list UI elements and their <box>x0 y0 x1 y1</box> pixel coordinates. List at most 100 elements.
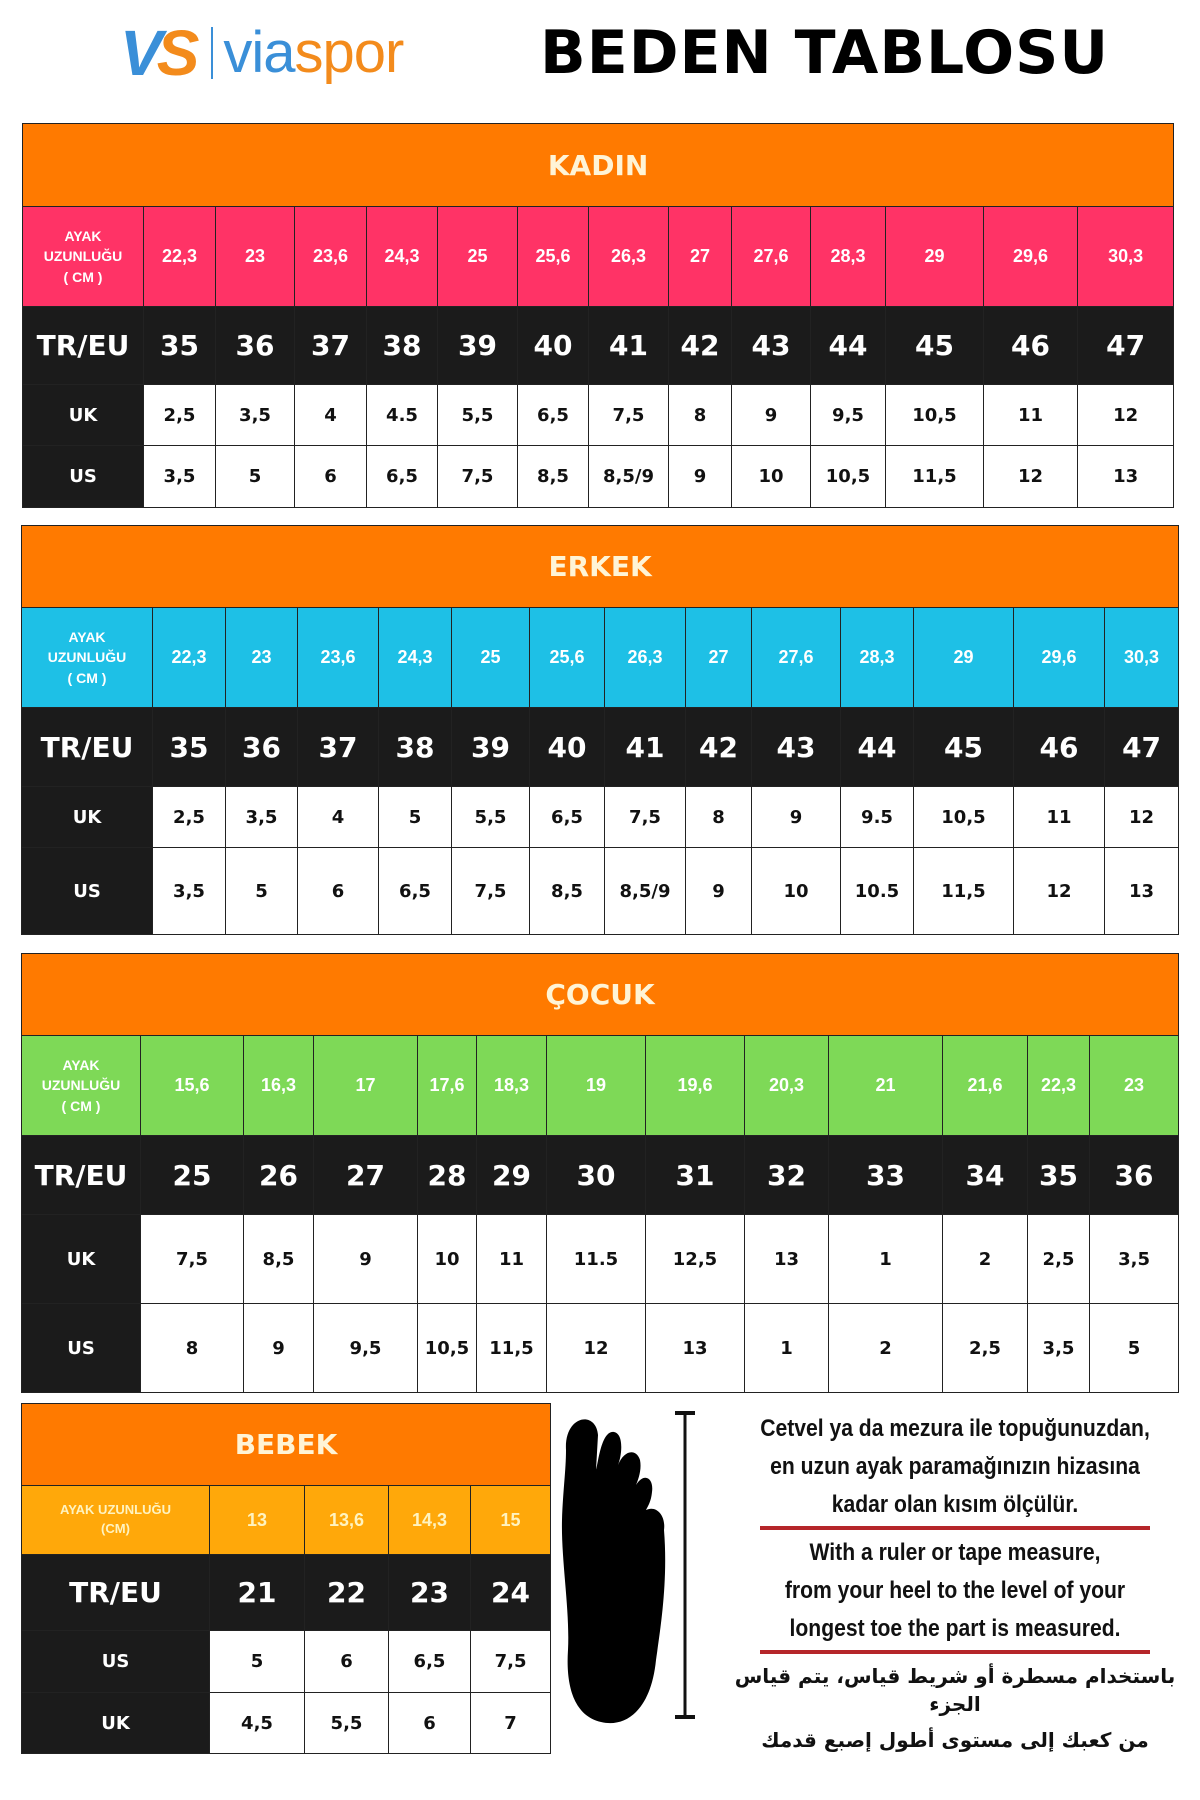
size-cell: 11,5 <box>885 445 984 508</box>
size-cell: 37 <box>297 707 379 787</box>
cocuk-title: ÇOCUK <box>20 953 1180 1036</box>
size-cell: 4 <box>297 786 379 848</box>
size-cell: 10,5 <box>417 1303 477 1393</box>
foot-length-label-line: ( CM ) <box>67 669 107 686</box>
size-system-label: TR/EU <box>21 1135 141 1215</box>
size-row-us: US 3,5 5 6 6,5 7,5 8,5 8,5/9 9 10 10.5 11,5 12 13 <box>21 847 1180 935</box>
size-cell: 25 <box>140 1135 244 1215</box>
instruction-ar-line: من كعبك إلى مستوى أطول إصبع قدمك <box>761 1728 1149 1752</box>
erkek-title: ERKEK <box>20 525 1180 608</box>
size-cell: 12 <box>546 1303 646 1393</box>
size-cell: 11 <box>476 1214 547 1304</box>
size-cell: 3,5 <box>1027 1303 1090 1393</box>
size-system-label: US <box>21 847 153 935</box>
foot-length-cell: 19,6 <box>645 1035 745 1136</box>
brand-part-spor: spor <box>294 20 405 85</box>
size-cell: 10.5 <box>840 847 914 935</box>
foot-length-label: AYAK UZUNLUĞU ( CM ) <box>22 206 144 307</box>
brand-part-via: via <box>223 20 295 85</box>
size-cell: 42 <box>685 707 752 787</box>
size-row-uk: UK 4,5 5,5 6 7 <box>21 1692 552 1754</box>
ruler-icon <box>675 1411 695 1719</box>
foot-length-cell: 20,3 <box>744 1035 829 1136</box>
size-cell: 5,5 <box>437 384 518 446</box>
size-cell: 36 <box>1088 1135 1180 1215</box>
foot-length-row: AYAK UZUNLUĞU ( CM ) 22,3 23 23,6 24,3 25 25,6 26… <box>22 206 1175 307</box>
size-cell: 37 <box>294 306 367 385</box>
size-cell: 24 <box>469 1554 552 1631</box>
page-title: BEDEN TABLOSU <box>540 18 1110 88</box>
foot-length-cell: 25,6 <box>529 607 605 708</box>
size-cell: 9 <box>668 445 732 508</box>
size-cell: 5 <box>1088 1303 1180 1393</box>
size-cell: 34 <box>942 1135 1028 1215</box>
size-cell: 8,5 <box>529 847 605 935</box>
size-cell: 45 <box>913 707 1014 787</box>
foot-length-label-line: ( CM ) <box>63 268 103 285</box>
size-cell: 2,5 <box>942 1303 1028 1393</box>
foot-length-cell: 26,3 <box>588 206 669 307</box>
size-cell: 10,5 <box>810 445 886 508</box>
bebek-title: BEBEK <box>20 1403 552 1486</box>
foot-length-cell: 27 <box>685 607 752 708</box>
size-cell: 3,5 <box>225 786 298 848</box>
instruction-ar-line: باستخدام مسطرة أو شريط قياس، يتم قياس ال… <box>734 1664 1176 1716</box>
foot-length-row: AYAK UZUNLUĞU (CM) 13 13,6 14,3 15 <box>21 1485 552 1555</box>
size-cell: 35 <box>143 306 216 385</box>
foot-length-cell: 23 <box>225 607 298 708</box>
size-cell: 8,5 <box>517 445 589 508</box>
size-row-uk: UK 7,5 8,5 9 10 11 11.5 12,5 13 1 2 2,5 3,5 <box>21 1214 1180 1304</box>
foot-length-cell: 13 <box>209 1485 305 1555</box>
size-cell: 38 <box>366 306 438 385</box>
size-row-tr-eu: TR/EU 21 22 23 24 <box>21 1554 552 1631</box>
size-cell: 9 <box>313 1214 418 1304</box>
size-system-label: UK <box>22 384 144 446</box>
size-cell: 12 <box>1013 847 1105 935</box>
foot-length-cell: 22,3 <box>143 206 216 307</box>
foot-length-cell: 18,3 <box>476 1035 547 1136</box>
size-cell: 6,5 <box>378 847 452 935</box>
size-cell: 2,5 <box>1027 1214 1090 1304</box>
divider-line <box>760 1650 1150 1654</box>
size-cell: 5 <box>209 1630 305 1693</box>
foot-length-cell: 23,6 <box>294 206 367 307</box>
size-cell: 6 <box>388 1692 471 1754</box>
foot-length-label: AYAK UZUNLUĞU (CM) <box>21 1485 210 1555</box>
size-system-label: US <box>21 1630 210 1693</box>
size-cell: 13 <box>1103 847 1180 935</box>
size-cell: 10,5 <box>885 384 984 446</box>
size-cell: 5 <box>378 786 452 848</box>
foot-length-cell: 14,3 <box>388 1485 471 1555</box>
foot-length-label-line: UZUNLUĞU <box>47 649 127 666</box>
size-cell: 5 <box>215 445 295 508</box>
size-cell: 33 <box>828 1135 943 1215</box>
size-cell: 9 <box>751 786 841 848</box>
size-cell: 10 <box>751 847 841 935</box>
size-cell: 7,5 <box>469 1630 552 1693</box>
size-cell: 1 <box>744 1303 829 1393</box>
size-system-label: TR/EU <box>21 707 153 787</box>
foot-length-cell: 22,3 <box>152 607 226 708</box>
foot-length-cell: 13,6 <box>304 1485 389 1555</box>
foot-length-cell: 30,3 <box>1076 206 1175 307</box>
size-system-label: UK <box>21 786 153 848</box>
size-cell: 42 <box>668 306 732 385</box>
size-cell: 36 <box>225 707 298 787</box>
foot-length-label-line: UZUNLUĞU <box>43 248 123 265</box>
size-cell: 27 <box>313 1135 418 1215</box>
size-cell: 8,5/9 <box>604 847 686 935</box>
size-cell: 5,5 <box>451 786 530 848</box>
foot-length-cell: 19 <box>546 1035 646 1136</box>
foot-length-cell: 29,6 <box>1013 607 1105 708</box>
size-cell: 6,5 <box>529 786 605 848</box>
size-cell: 6,5 <box>366 445 438 508</box>
foot-length-cell: 23,6 <box>297 607 379 708</box>
foot-length-cell: 27,6 <box>731 206 811 307</box>
size-cell: 28 <box>417 1135 477 1215</box>
foot-length-label: AYAK UZUNLUĞU ( CM ) <box>21 607 153 708</box>
foot-length-label-line: ( CM ) <box>61 1097 101 1114</box>
size-cell: 2,5 <box>143 384 216 446</box>
size-row-tr-eu: TR/EU 35 36 37 38 39 40 41 42 43 44 45 46 47 <box>22 306 1175 385</box>
size-cell: 23 <box>388 1554 471 1631</box>
size-cell: 36 <box>215 306 295 385</box>
